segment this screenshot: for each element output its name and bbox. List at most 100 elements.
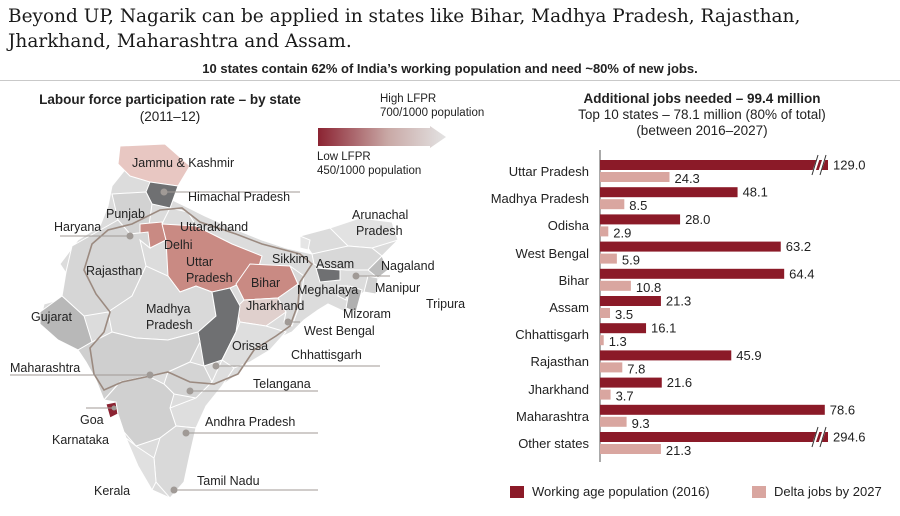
legend-high-value: 700/1000 population [380, 107, 485, 119]
axis-break-mark [811, 426, 827, 448]
bar-delta-jobs [600, 335, 604, 346]
bar-delta-jobs [600, 199, 625, 210]
category-label: Maharashtra [516, 408, 589, 424]
label-delta-jobs: 8.5 [629, 198, 647, 213]
label-tamil-nadu: Tamil Nadu [197, 474, 260, 488]
category-label: Jharkhand [528, 381, 589, 397]
label-delta-jobs: 5.9 [622, 253, 640, 268]
label-delta-jobs: 2.9 [613, 225, 631, 240]
label-delta-jobs: 10.8 [636, 280, 661, 295]
label-madhya-pradesh-1: Madhya [146, 302, 191, 316]
label-assam: Assam [316, 257, 355, 271]
category-label: Odisha [547, 218, 589, 234]
category-label: Chhattisgarh [515, 327, 589, 343]
legend-label-working-age: Working age population (2016) [532, 484, 710, 499]
label-working-age: 16.1 [651, 321, 676, 336]
state-meghalaya [315, 267, 341, 283]
label-working-age: 28.0 [685, 212, 710, 227]
bar-working-age [600, 323, 647, 334]
legend-low-title: Low LFPR [317, 151, 371, 163]
label-delta-jobs: 3.7 [616, 389, 634, 404]
label-gujarat: Gujarat [31, 310, 72, 324]
legend-swatch-working-age [510, 485, 524, 498]
category-label: Rajasthan [530, 354, 589, 370]
label-mizoram: Mizoram [343, 307, 391, 321]
label-arunachal-1: Arunachal [352, 208, 409, 222]
label-delta-jobs: 1.3 [609, 334, 627, 349]
label-haryana: Haryana [54, 220, 102, 234]
label-delta-jobs: 3.5 [615, 307, 633, 322]
state-west-bengal [277, 264, 305, 327]
chart-title: Additional jobs needed – 99.4 million [583, 91, 821, 106]
label-tripura: Tripura [426, 297, 466, 311]
legend-label-delta-jobs: Delta jobs by 2027 [774, 484, 882, 499]
legend-delta-jobs: Delta jobs by 2027 [752, 484, 882, 499]
label-telangana: Telangana [253, 377, 311, 391]
label-working-age: 63.2 [786, 239, 811, 254]
label-andhra-pradesh: Andhra Pradesh [205, 415, 296, 429]
axis-break-mark [811, 154, 827, 176]
label-orissa: Orissa [232, 339, 269, 353]
map-period: (2011–12) [139, 109, 201, 124]
label-working-age: 78.6 [830, 402, 855, 417]
bar-working-age [600, 268, 785, 279]
bar-delta-jobs [600, 253, 617, 264]
chart-subtitle-1: Top 10 states – 78.1 million (80% of tot… [578, 107, 826, 122]
category-label: Other states [518, 436, 589, 451]
label-delta-jobs: 24.3 [674, 171, 699, 186]
legend-working-age: Working age population (2016) [510, 484, 710, 499]
label-jharkhand: Jharkhand [246, 299, 305, 313]
label-chhattisgarh: Chhattisgarh [291, 348, 362, 362]
bar-working-age [600, 241, 781, 252]
label-punjab: Punjab [106, 207, 145, 221]
label-manipur: Manipur [375, 281, 421, 295]
bar-delta-jobs [600, 280, 631, 291]
state-himachal-pradesh [145, 181, 179, 209]
label-nagaland: Nagaland [381, 259, 435, 273]
bar-delta-jobs [600, 389, 611, 400]
state-sikkim [299, 235, 311, 251]
label-working-age: 21.3 [666, 294, 691, 309]
bar-working-age [600, 377, 662, 388]
label-working-age: 45.9 [736, 348, 761, 363]
map-title: Labour force participation rate – by sta… [39, 92, 301, 107]
label-working-age: 294.6 [833, 430, 866, 445]
label-delta-jobs: 7.8 [627, 361, 645, 376]
category-label: Uttar Pradesh [508, 164, 589, 179]
label-meghalaya: Meghalaya [297, 283, 359, 297]
label-uttar-pradesh-1: Uttar [186, 255, 214, 269]
state-andhra-pradesh [169, 359, 235, 429]
label-goa: Goa [80, 413, 104, 427]
bar-working-age [600, 214, 681, 225]
india-lfpr-map [10, 143, 399, 499]
label-west-bengal: West Bengal [304, 324, 375, 338]
bar-working-age [600, 404, 825, 415]
state-nagaland [367, 255, 389, 279]
bar-working-age [600, 350, 732, 361]
legend-swatch-delta-jobs [752, 485, 766, 498]
bar-delta-jobs [600, 172, 670, 182]
label-rajasthan: Rajasthan [86, 264, 143, 278]
bar-delta-jobs [600, 416, 627, 427]
state-chhattisgarh [197, 287, 241, 367]
category-label: Madhya Pradesh [490, 191, 589, 207]
focus-outline [83, 207, 314, 392]
label-uttar-pradesh-2: Pradesh [186, 271, 233, 285]
label-delta-jobs: 9.3 [632, 416, 650, 431]
category-label: Bihar [558, 272, 589, 288]
bar-working-age [600, 432, 828, 442]
label-working-age: 21.6 [667, 375, 692, 390]
headline: Beyond UP, Nagarik can be applied in sta… [8, 6, 801, 52]
label-working-age: 48.1 [743, 185, 768, 200]
state-manipur [363, 275, 379, 295]
legend-high-title: High LFPR [380, 93, 437, 105]
label-working-age: 64.4 [789, 266, 814, 281]
divider [0, 80, 900, 81]
category-label: Assam [549, 300, 589, 315]
state-kerala [125, 437, 157, 492]
label-karnataka: Karnataka [52, 433, 109, 447]
state-tripura [337, 285, 349, 301]
chart-subtitle-2: (between 2016–2027) [636, 123, 768, 138]
label-jammu-kashmir: Jammu & Kashmir [132, 156, 235, 170]
label-bihar: Bihar [251, 276, 281, 290]
